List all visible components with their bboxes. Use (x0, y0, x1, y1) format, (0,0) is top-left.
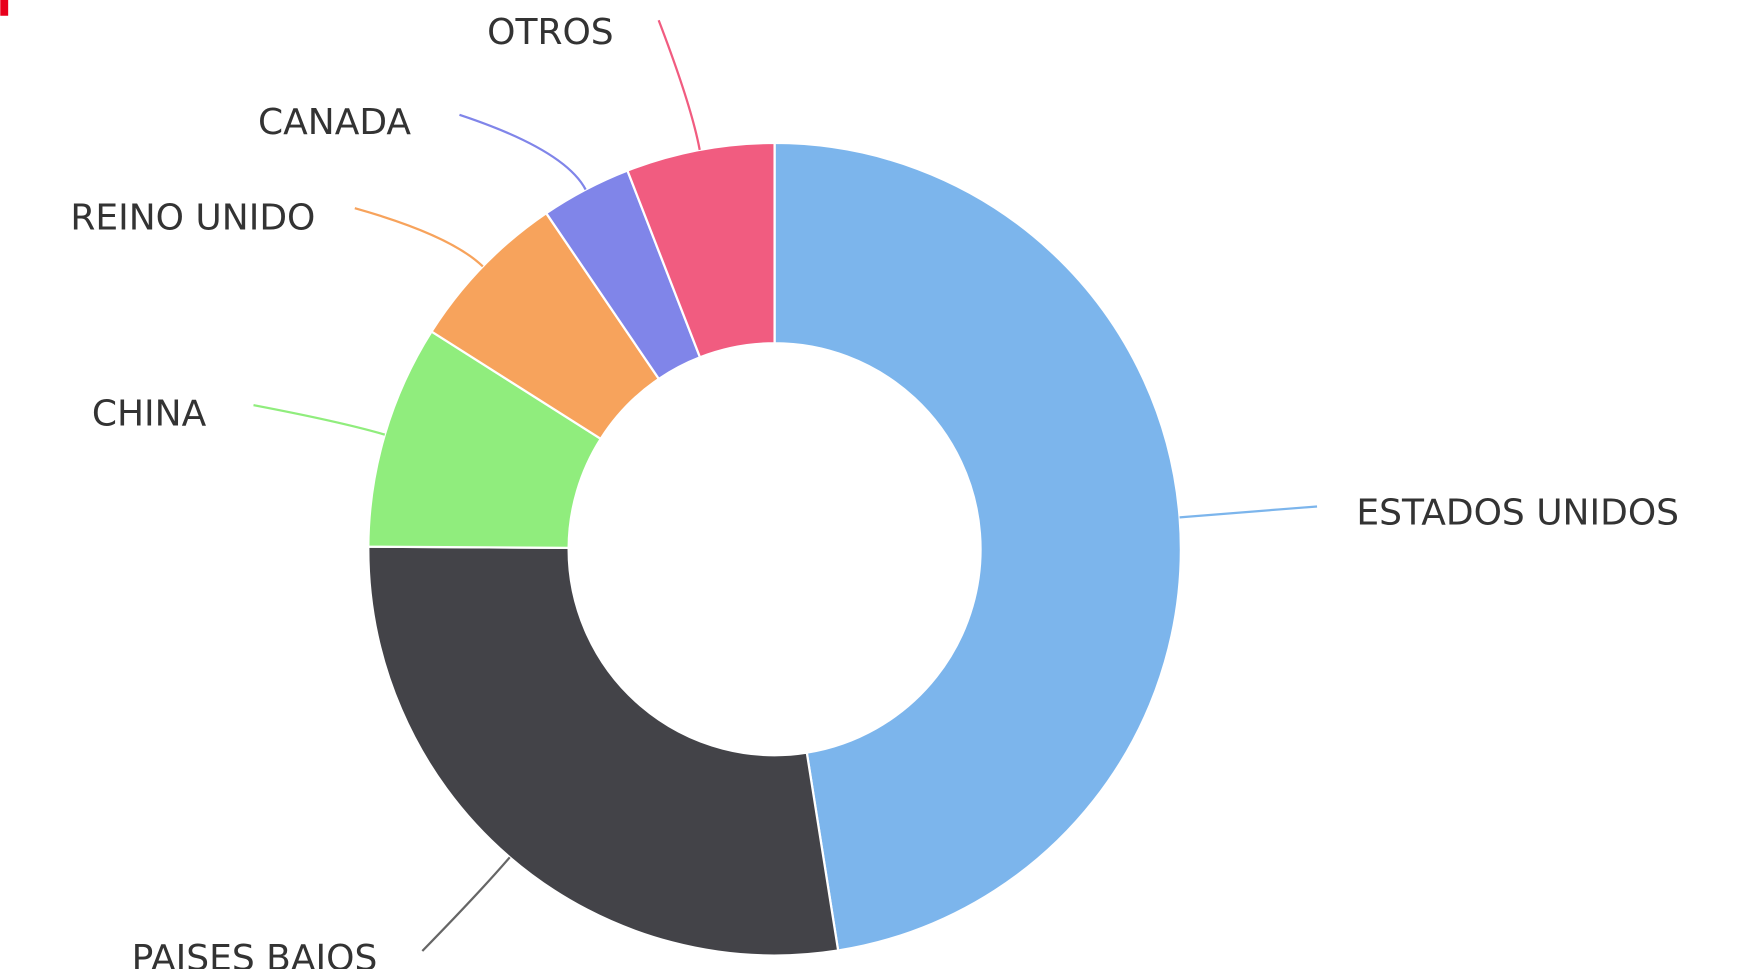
slice-label: CHINA (92, 393, 207, 434)
connector (459, 113, 587, 191)
connector (1179, 505, 1318, 519)
slice (773, 141, 1182, 952)
connector (657, 19, 701, 151)
slice-label: CANADA (258, 102, 411, 143)
connector (421, 856, 511, 952)
connector (253, 404, 386, 436)
slice-label: OTROS (487, 12, 614, 53)
slice-label: REINO UNIDO (70, 197, 315, 238)
corner-mark (0, 0, 9, 16)
connector (354, 207, 484, 268)
slice-label: PAISES BAJOS (132, 938, 378, 969)
slice (625, 141, 776, 359)
slice (367, 545, 840, 957)
slice-label: ESTADOS UNIDOS (1356, 492, 1679, 533)
